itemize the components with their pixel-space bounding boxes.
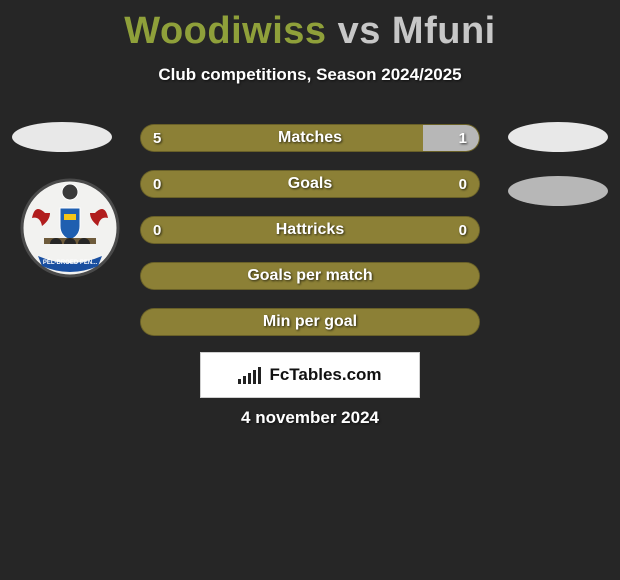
stat-label: Matches bbox=[141, 129, 479, 147]
stat-value-left: 0 bbox=[153, 222, 161, 239]
team-badge-right-placeholder-2 bbox=[508, 176, 608, 206]
club-crest: PÊL-DROED PEN... bbox=[20, 178, 120, 278]
page-title: Woodiwiss vs Mfuni bbox=[0, 0, 620, 53]
stat-value-right: 0 bbox=[459, 222, 467, 239]
title-player-left: Woodiwiss bbox=[124, 10, 326, 52]
stat-label: Goals bbox=[141, 175, 479, 193]
stat-label: Goals per match bbox=[141, 267, 479, 285]
team-badge-left-placeholder bbox=[12, 122, 112, 152]
stat-label: Hattricks bbox=[141, 221, 479, 239]
title-vs: vs bbox=[327, 10, 392, 52]
stat-row: Min per goal bbox=[140, 308, 480, 336]
team-badge-right-placeholder-1 bbox=[508, 122, 608, 152]
stat-value-left: 5 bbox=[153, 130, 161, 147]
stat-row: Goals per match bbox=[140, 262, 480, 290]
subtitle: Club competitions, Season 2024/2025 bbox=[0, 65, 620, 85]
title-player-right: Mfuni bbox=[392, 10, 496, 52]
brand-text: FcTables.com bbox=[269, 365, 381, 385]
stat-row: Hattricks0 0 bbox=[140, 216, 480, 244]
stat-value-right: 0 bbox=[459, 176, 467, 193]
stat-value-left: 0 bbox=[153, 176, 161, 193]
brand-box: FcTables.com bbox=[200, 352, 420, 398]
svg-text:PÊL-DROED PEN...: PÊL-DROED PEN... bbox=[43, 258, 98, 266]
stat-row: Matches5 1 bbox=[140, 124, 480, 152]
brand-logo-icon bbox=[238, 366, 263, 384]
stats-bars: Matches51Goals00Hattricks00Goals per mat… bbox=[140, 124, 480, 354]
footer-date: 4 november 2024 bbox=[0, 408, 620, 428]
stat-row: Goals0 0 bbox=[140, 170, 480, 198]
stat-label: Min per goal bbox=[141, 313, 479, 331]
stat-value-right: 1 bbox=[459, 130, 467, 147]
